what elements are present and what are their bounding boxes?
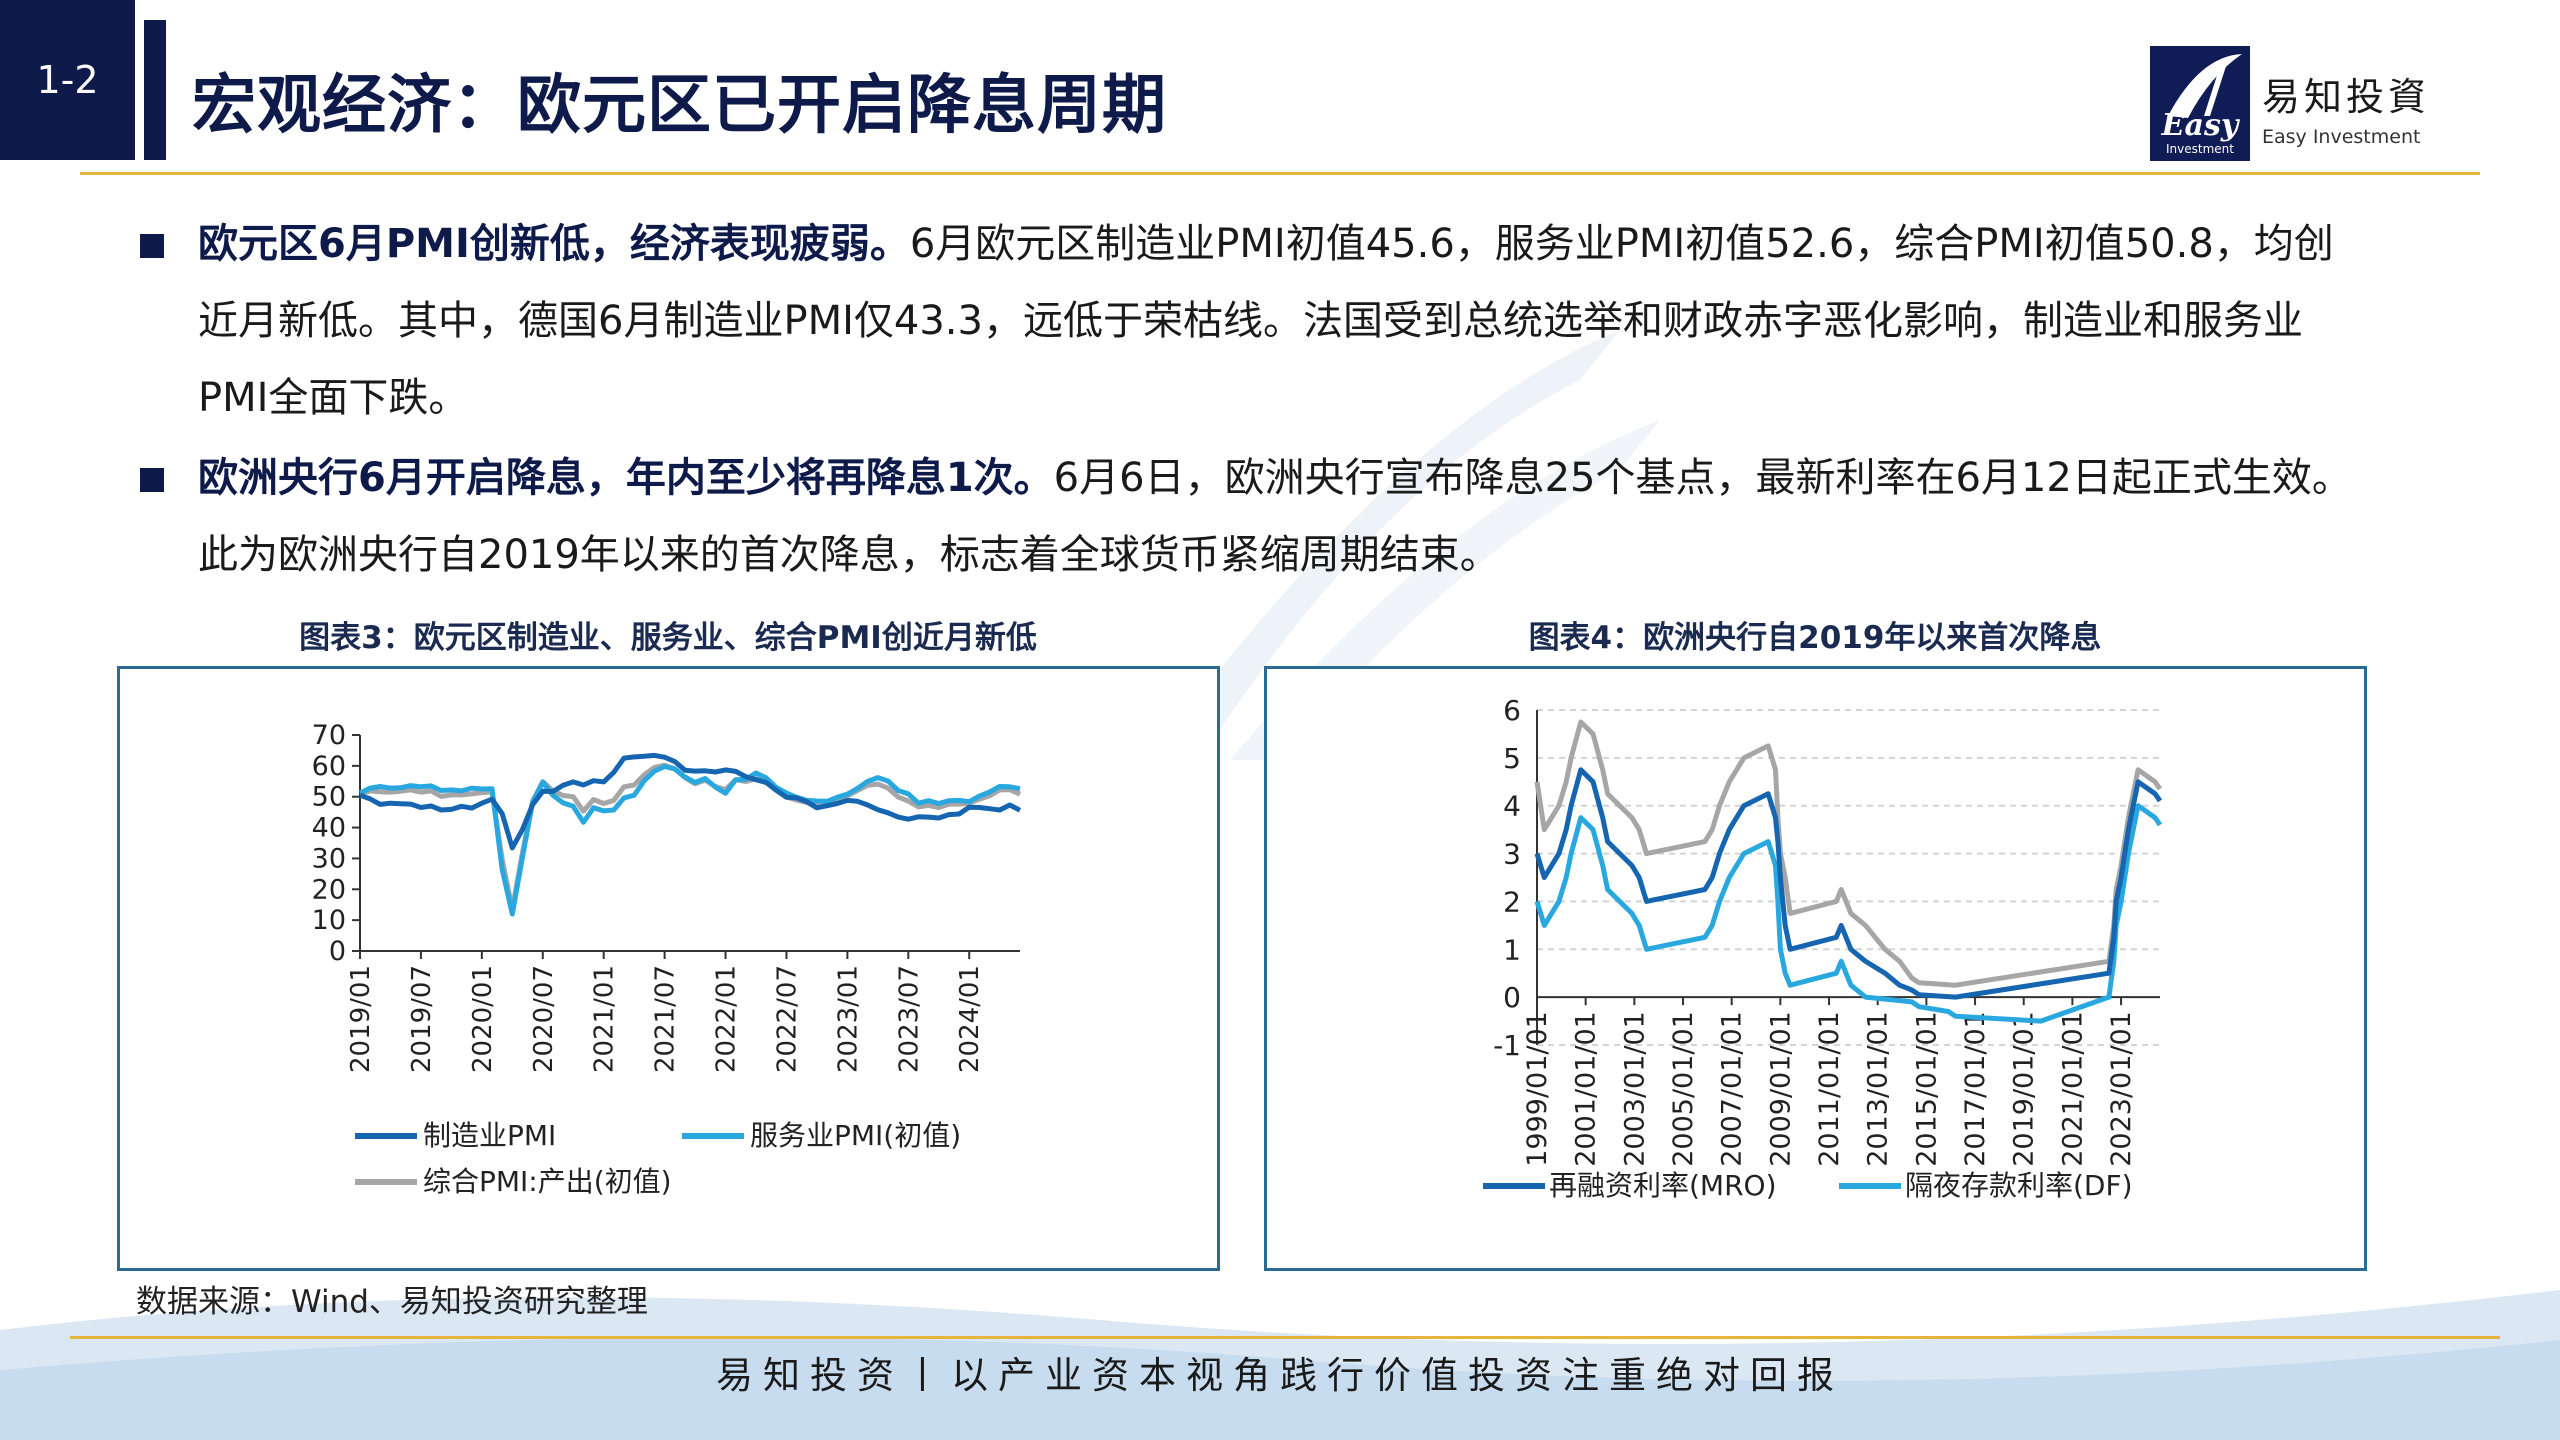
section-badge: 1-2 <box>0 0 135 160</box>
logo-chinese-name: 易知投資 <box>2262 75 2431 119</box>
paragraph-pmi: 欧元区6月PMI创新低，经济表现疲弱。6月欧元区制造业PMI初值45.6，服务业… <box>140 206 2360 437</box>
chart3-x-tick-label: 2020/07 <box>529 965 559 1073</box>
chart3-x-tick-label: 2023/07 <box>894 965 924 1073</box>
chart3-series-line-1 <box>358 764 1021 917</box>
paragraph-pmi-body: 6月欧元区制造业PMI初值45.6，服务业PMI初值52.6，综合PMI初值50… <box>198 221 2334 421</box>
chart4-x-tick-label: 2011/01/01 <box>1814 1011 1845 1167</box>
chart4-x-tick-label: 2001/01/01 <box>1571 1011 1602 1167</box>
chart3-series-line-0 <box>359 752 1022 851</box>
chart4-frame: -1 0 1 2 3 4 5 6 1999/01/01 2001/01/01 2003/01/01 2… <box>1264 666 2367 1271</box>
chart3-y-tick-label: 70 <box>312 720 346 751</box>
footer-wave <box>0 1290 2560 1440</box>
chart4-x-tick-label: 2013/01/01 <box>1863 1011 1894 1167</box>
chart4-svg: -1 0 1 2 3 4 5 6 1999/01/01 2001/01/01 2003/01/01 2… <box>1483 694 2163 1202</box>
chart4-y-tick-label: 4 <box>1503 790 1521 823</box>
chart4-x-tick-label: 1999/01/01 <box>1522 1011 1553 1167</box>
chart3-frame: 0 10 20 30 40 50 60 70 2019/01 2019/07 2020/01 2020… <box>117 666 1220 1271</box>
chart4-x-tick-label: 2005/01/01 <box>1668 1011 1699 1167</box>
paragraph-pmi-lead: 欧元区6月PMI创新低，经济表现疲弱。 <box>198 221 910 267</box>
chart4-y-tick-label: 5 <box>1503 742 1521 775</box>
section-badge-bar <box>144 20 166 160</box>
chart3-y-tick-label: 50 <box>312 782 346 813</box>
chart4-x-tick-label: 2023/01/01 <box>2106 1011 2137 1167</box>
paragraph-ecb: 欧洲央行6月开启降息，年内至少将再降息1次。6月6日，欧洲央行宣布降息25个基点… <box>140 440 2360 594</box>
chart3-y-tick-label: 0 <box>329 936 346 967</box>
chart4-x-tick-label: 2021/01/01 <box>2057 1011 2088 1167</box>
chart3-x-tick-label: 2023/01 <box>833 965 863 1073</box>
footer-divider <box>70 1336 2500 1339</box>
chart3-x-tick-label: 2022/01 <box>712 965 742 1073</box>
chart3-x-tick-label: 2021/07 <box>651 965 681 1073</box>
paragraph-ecb-lead: 欧洲央行6月开启降息，年内至少将再降息1次。 <box>198 455 1054 501</box>
chart3-y-tick-label: 40 <box>312 813 346 844</box>
chart3-legend-label: 服务业PMI(初值) <box>750 1119 961 1152</box>
chart4-series-line-0 <box>1534 767 2163 1000</box>
chart4-x-tick-label: 2003/01/01 <box>1619 1011 1650 1167</box>
chart4-y-tick-label: 2 <box>1503 885 1521 918</box>
chart3-x-tick-label: 2022/07 <box>772 965 802 1073</box>
chart3-series-line-2 <box>359 762 1022 912</box>
chart3-y-tick-label: 10 <box>312 905 346 936</box>
chart4-x-tick-label: 2019/01/01 <box>2009 1011 2040 1167</box>
chart4-x-tick-label: 2009/01/01 <box>1765 1011 1796 1167</box>
footer-slogan: 易知投资丨以产业资本视角践行价值投资注重绝对回报 <box>716 1354 1844 1397</box>
chart3-y-tick-label: 20 <box>312 874 346 905</box>
chart3-x-tick-label: 2024/01 <box>955 965 985 1073</box>
paragraph-ecb-body: 6月6日，欧洲央行宣布降息25个基点，最新利率在6月12日起正式生效。此为欧洲央… <box>198 455 2352 578</box>
source-note: 数据来源：Wind、易知投资研究整理 <box>136 1284 648 1320</box>
chart4-title: 图表4：欧洲央行自2019年以来首次降息 <box>1528 620 2102 656</box>
logo-easy-text: Easy <box>2161 108 2239 143</box>
chart4-y-tick-label: 6 <box>1503 694 1521 727</box>
logo-swoosh-icon <box>2168 54 2242 118</box>
logo-english-name: Easy Investment <box>2262 126 2421 148</box>
chart3-y-tick-label: 30 <box>312 843 346 874</box>
logo-investment-text: Investment <box>2166 142 2234 156</box>
chart3-x-tick-label: 2020/01 <box>468 965 498 1073</box>
chart3-x-tick-label: 2019/01 <box>346 965 376 1073</box>
chart3-title: 图表3：欧元区制造业、服务业、综合PMI创近月新低 <box>299 620 1037 656</box>
section-number: 1-2 <box>36 58 99 102</box>
chart4-y-tick-label: 0 <box>1503 981 1521 1014</box>
chart3-legend-label: 制造业PMI <box>423 1119 556 1152</box>
page-title: 宏观经济：欧元区已开启降息周期 <box>192 69 1167 143</box>
chart4-legend-label: 隔夜存款利率(DF) <box>1905 1169 2133 1202</box>
chart4-x-tick-label: 2007/01/01 <box>1717 1011 1748 1167</box>
chart4-legend-label: 再融资利率(MRO) <box>1549 1169 1777 1202</box>
chart3-y-tick-label: 60 <box>312 751 346 782</box>
chart3-x-tick-label: 2019/07 <box>407 965 437 1073</box>
bullet-square-icon <box>140 468 164 492</box>
chart4-x-tick-label: 2015/01/01 <box>1911 1011 1942 1167</box>
bullet-square-icon <box>140 234 164 258</box>
chart4-y-tick-label: 3 <box>1503 838 1521 871</box>
chart4-y-tick-label: -1 <box>1493 1029 1521 1062</box>
chart4-y-tick-label: 1 <box>1503 933 1521 966</box>
chart3-x-tick-label: 2021/01 <box>590 965 620 1073</box>
chart3-legend-label: 综合PMI:产出(初值) <box>423 1165 672 1198</box>
chart4-x-tick-label: 2017/01/01 <box>1960 1011 1991 1167</box>
header-divider <box>80 172 2480 175</box>
logo-icon <box>2150 46 2250 161</box>
